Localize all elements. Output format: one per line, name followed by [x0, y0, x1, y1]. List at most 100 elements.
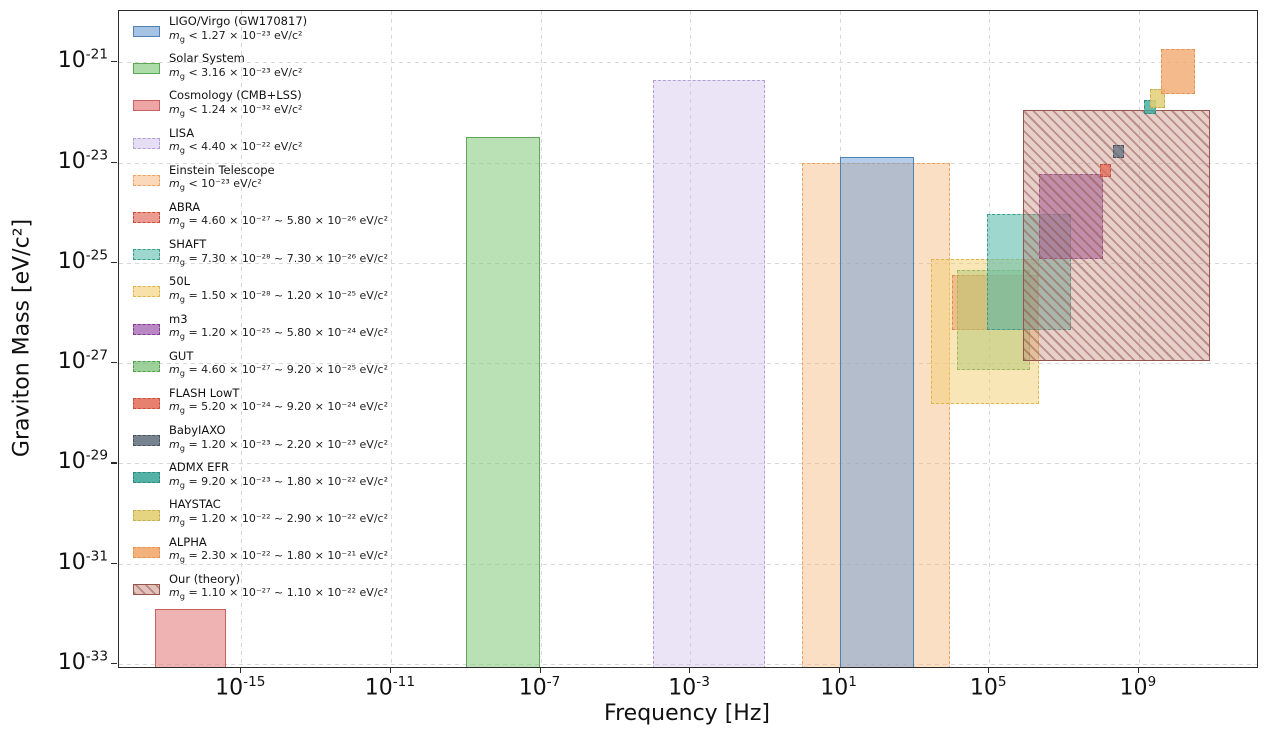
y-gridline	[119, 363, 1257, 365]
y-gridline	[119, 62, 1257, 64]
y-tick	[111, 261, 117, 263]
plot-area	[118, 10, 1258, 668]
legend-name: m3	[169, 311, 188, 326]
x-tick-label: 10-11	[364, 674, 416, 701]
legend-item-lisa: LISA mg < 4.40 × 10⁻²² eV/c²	[133, 124, 388, 161]
mass-symbol: m	[169, 326, 180, 339]
legend-formula: mg = 7.30 × 10⁻²⁸ ~ 7.30 × 10⁻²⁶ eV/c²	[169, 251, 388, 267]
legend-item-cosmology: Cosmology (CMB+LSS) mg < 1.24 × 10⁻³² eV/…	[133, 86, 388, 123]
legend-name: ADMX EFR	[169, 460, 230, 475]
legend-name: HAYSTAC	[169, 497, 221, 512]
x-tick-label: 105	[969, 674, 1007, 701]
x-tick	[1137, 667, 1139, 673]
legend-name: SHAFT	[169, 237, 207, 252]
legend-formula: mg = 4.60 × 10⁻²⁷ ~ 9.20 × 10⁻²⁵ eV/c²	[169, 363, 388, 379]
legend-swatch-haystac	[133, 509, 160, 521]
legend-name: LIGO/Virgo (GW170817)	[169, 14, 308, 28]
mass-symbol: m	[169, 177, 180, 191]
legend-formula: mg < 4.40 × 10⁻²² eV/c²	[169, 140, 303, 156]
legend-swatch-admx_efr	[133, 472, 160, 484]
y-tick-label: 10-23	[57, 147, 108, 174]
mass-symbol: m	[169, 102, 180, 116]
x-tick	[988, 667, 990, 673]
legend-item-flash_lowt: FLASH LowT mg = 5.20 × 10⁻²⁴ ~ 9.20 × 10⁻…	[133, 384, 388, 421]
region-babyiaxo	[1112, 145, 1124, 159]
legend: LIGO/Virgo (GW170817) mg < 1.27 × 10⁻²³ e…	[133, 12, 388, 607]
legend-formula: mg = 1.20 × 10⁻²² ~ 2.90 × 10⁻²² eV/c²	[169, 511, 388, 528]
region-haystac	[1150, 89, 1165, 109]
region-flash_lowt	[1099, 164, 1111, 177]
legend-swatch-fifty_l	[133, 286, 160, 298]
y-tick	[111, 663, 117, 665]
x-tick-label: 10-15	[215, 674, 266, 701]
legend-formula: mg = 5.20 × 10⁻²⁴ ~ 9.20 × 10⁻²⁴ eV/c²	[169, 400, 388, 416]
legend-swatch-cosmology	[133, 100, 160, 112]
legend-swatch-gut	[133, 360, 160, 372]
mass-symbol: m	[169, 549, 180, 563]
legend-name: Einstein Telescope	[169, 162, 275, 177]
y-tick	[111, 161, 117, 163]
legend-swatch-lisa	[133, 137, 160, 149]
legend-formula: mg = 1.50 × 10⁻²⁸ ~ 1.20 × 10⁻²⁵ eV/c²	[169, 288, 388, 304]
legend-item-alpha_exp: ALPHA mg = 2.30 × 10⁻²² ~ 1.80 × 10⁻²¹ eV…	[133, 533, 388, 570]
legend-swatch-alpha_exp	[133, 546, 160, 558]
legend-name: ABRA	[169, 199, 201, 214]
legend-name: Cosmology (CMB+LSS)	[169, 88, 302, 103]
y-gridline	[119, 563, 1257, 565]
y-tick-label: 10-33	[57, 648, 108, 675]
x-gridline	[241, 11, 243, 667]
legend-swatch-shaft	[133, 249, 160, 261]
region-cosmology	[155, 609, 227, 667]
y-tick-label: 10-21	[57, 46, 108, 74]
legend-name: BabyIAXO	[169, 423, 226, 438]
x-tick-label: 109	[1119, 674, 1157, 701]
legend-name: ALPHA	[169, 534, 207, 549]
legend-formula: mg < 3.16 × 10⁻²³ eV/c²	[169, 65, 303, 81]
legend-formula: mg = 1.20 × 10⁻²⁵ ~ 5.80 × 10⁻²⁴ eV/c²	[169, 326, 388, 342]
region-alpha_exp	[1161, 49, 1195, 95]
legend-item-haystac: HAYSTAC mg = 1.20 × 10⁻²² ~ 2.90 × 10⁻²² …	[133, 495, 388, 532]
legend-swatch-m3	[133, 323, 160, 335]
y-axis-label: Graviton Mass [eV/c²]	[9, 218, 35, 458]
mass-symbol: m	[169, 214, 180, 228]
mass-symbol: m	[169, 363, 180, 377]
mass-symbol: m	[169, 251, 180, 265]
y-tick	[111, 462, 117, 464]
y-gridline	[119, 262, 1257, 264]
legend-swatch-our_theory	[133, 583, 160, 595]
x-gridline	[690, 11, 692, 667]
y-tick	[111, 61, 117, 63]
x-tick	[240, 667, 242, 673]
legend-item-babyiaxo: BabyIAXO mg = 1.20 × 10⁻²³ ~ 2.20 × 10⁻²³…	[133, 421, 388, 458]
legend-swatch-einstein_telescope	[133, 174, 160, 186]
y-gridline	[119, 463, 1257, 465]
x-tick	[539, 667, 541, 673]
x-tick-label: 10-7	[518, 674, 561, 701]
y-tick-label: 10-27	[57, 347, 108, 374]
x-tick	[389, 667, 392, 673]
legend-item-admx_efr: ADMX EFR mg = 9.20 × 10⁻²³ ~ 1.80 × 10⁻²²…	[133, 458, 388, 495]
x-tick	[689, 667, 691, 673]
legend-formula: mg = 4.60 × 10⁻²⁷ ~ 5.80 × 10⁻²⁶ eV/c²	[169, 214, 388, 230]
mass-symbol: m	[169, 586, 180, 600]
mass-symbol: m	[169, 437, 180, 451]
legend-formula: mg = 9.20 × 10⁻²³ ~ 1.80 × 10⁻²² eV/c²	[169, 474, 388, 490]
mass-symbol: m	[169, 140, 180, 154]
x-tick-label: 10-3	[668, 674, 710, 701]
region-ligo	[839, 157, 915, 667]
legend-item-abra: ABRA mg = 4.60 × 10⁻²⁷ ~ 5.80 × 10⁻²⁶ eV/…	[133, 198, 388, 235]
y-gridline	[119, 664, 1257, 665]
x-axis-label: Frequency [Hz]	[604, 701, 770, 726]
y-tick	[111, 362, 117, 364]
x-gridline	[540, 11, 542, 667]
legend-name: Solar System	[169, 51, 245, 66]
legend-formula: mg = 1.20 × 10⁻²³ ~ 2.20 × 10⁻²³ eV/c²	[169, 437, 388, 453]
x-gridline	[390, 11, 392, 667]
legend-item-shaft: SHAFT mg = 7.30 × 10⁻²⁸ ~ 7.30 × 10⁻²⁶ eV…	[133, 235, 388, 272]
legend-name: GUT	[169, 348, 194, 363]
legend-swatch-abra	[133, 212, 160, 224]
legend-formula: mg = 2.30 × 10⁻²² ~ 1.80 × 10⁻²¹ eV/c²	[169, 549, 388, 565]
legend-swatch-solar_system	[133, 63, 160, 75]
mass-symbol: m	[169, 511, 180, 525]
